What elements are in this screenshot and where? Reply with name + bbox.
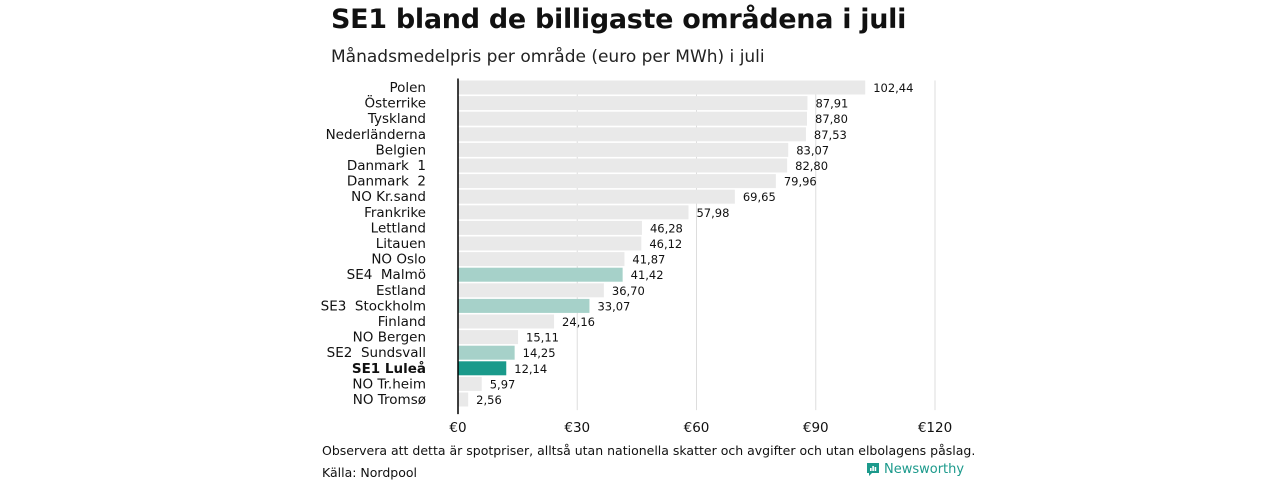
value-label: 57,98 (696, 206, 729, 220)
category-label: NO Kr.sand (351, 189, 426, 205)
bar (458, 142, 789, 157)
category-label: Nederländerna (326, 127, 426, 143)
category-label: Belgien (376, 142, 427, 158)
source-note: Källa: Nordpool (322, 465, 417, 480)
category-label: Lettland (371, 220, 426, 236)
bar (458, 330, 519, 345)
category-label: Danmark 1 (347, 158, 426, 174)
bar (458, 127, 806, 142)
value-label: 102,44 (873, 81, 913, 95)
value-label: 24,16 (562, 315, 595, 329)
bar (458, 345, 515, 360)
value-label: 87,53 (814, 128, 847, 142)
x-tick-label: €120 (918, 420, 952, 436)
category-label: SE3 Stockholm (321, 298, 426, 314)
value-label: 15,11 (526, 331, 559, 345)
value-label: 82,80 (795, 159, 828, 173)
chart-title: SE1 bland de billigaste områdena i juli (331, 4, 907, 35)
value-label: 87,80 (815, 112, 848, 126)
category-label: SE1 Luleå (352, 360, 426, 377)
category-label: SE2 Sundsvall (327, 345, 426, 361)
bar (458, 361, 507, 376)
bar (458, 158, 788, 173)
category-label: NO Bergen (353, 330, 426, 346)
value-label: 83,07 (796, 143, 829, 157)
value-label: 87,91 (815, 97, 848, 111)
value-label: 14,25 (523, 346, 556, 360)
bar (458, 314, 555, 329)
bar (458, 298, 590, 313)
brand-name: Newsworthy (884, 462, 965, 477)
value-label: 36,70 (612, 284, 645, 298)
category-label: Finland (378, 314, 426, 330)
bar (458, 267, 623, 282)
chart-subtitle: Månadsmedelpris per område (euro per MWh… (331, 47, 765, 67)
category-label: Estland (376, 283, 426, 299)
bar (458, 80, 866, 95)
value-label: 33,07 (597, 299, 630, 313)
footnote: Observera att detta är spotpriser, allts… (322, 443, 976, 458)
category-label: Litauen (376, 236, 426, 252)
category-label: SE4 Malmö (347, 267, 426, 283)
x-tick-label: €30 (564, 420, 590, 436)
bar (458, 174, 776, 189)
category-label: Frankrike (364, 205, 426, 221)
value-label: 69,65 (743, 190, 776, 204)
category-label: NO Tr.heim (352, 376, 426, 392)
category-label: Österrike (364, 94, 426, 112)
category-label: Danmark 2 (347, 174, 426, 190)
value-label: 46,28 (650, 221, 683, 235)
bar (458, 236, 642, 251)
value-label: 41,87 (632, 253, 665, 267)
bar (458, 376, 482, 391)
category-label: Tyskland (367, 111, 426, 127)
x-tick-label: €90 (803, 420, 829, 436)
bar (458, 96, 808, 111)
bar (458, 189, 735, 204)
value-label: 2,56 (476, 393, 502, 407)
value-label: 12,14 (514, 362, 547, 376)
bar (458, 111, 808, 126)
value-label: 46,12 (649, 237, 682, 251)
x-tick-label: €0 (449, 420, 466, 436)
category-label: NO Oslo (371, 252, 426, 268)
newsworthy-icon (867, 463, 879, 476)
bar (458, 205, 689, 220)
bar (458, 252, 625, 267)
value-label: 79,96 (784, 175, 817, 189)
category-label: Polen (389, 80, 426, 96)
value-label: 5,97 (490, 377, 516, 391)
bar (458, 220, 642, 235)
bar-chart: Polen 102,44 Österrike 87,91 Tyskland 87,80 Ne… (321, 78, 952, 436)
value-label: 41,42 (631, 268, 664, 282)
brand-logo[interactable]: Newsworthy (866, 462, 964, 477)
category-label: NO Tromsø (353, 392, 426, 408)
x-tick-label: €60 (684, 420, 710, 436)
bar (458, 283, 604, 298)
bar (458, 392, 469, 407)
